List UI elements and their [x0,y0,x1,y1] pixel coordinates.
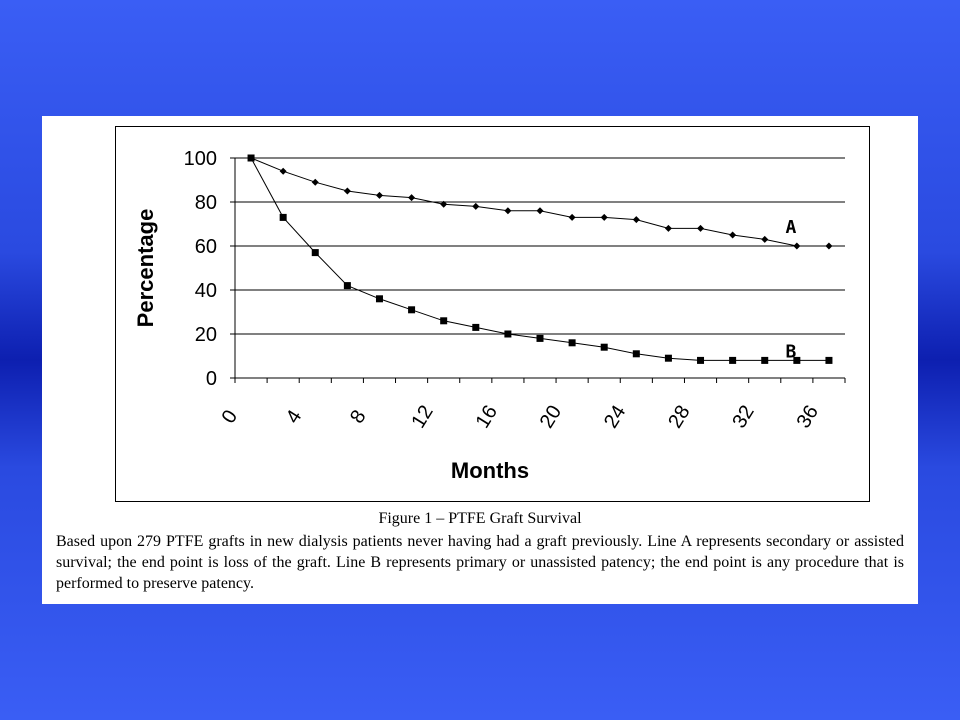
x-tick-label: 12 [407,402,437,433]
series-b-label: B [786,341,797,362]
chart-frame [115,126,870,502]
series-b-point [408,306,416,314]
x-axis-title: Months [451,458,529,483]
series-a-point [632,216,640,224]
series-a-point [472,202,480,210]
series-a-point [536,207,544,215]
series-b-point [472,323,480,331]
y-tick-label: 40 [195,280,217,302]
x-tick-label: 16 [472,402,502,433]
x-tick-label: 8 [346,406,371,427]
series-b-point [568,339,576,347]
series-b-point [793,356,801,364]
series-a-point [504,207,512,215]
series-b-point [825,356,833,364]
series-a-point [729,231,737,239]
series-a-point [664,224,672,232]
y-tick-label: 20 [195,324,217,346]
series-b-point [504,330,512,338]
series-b-point [697,356,705,364]
series-b-point [761,356,769,364]
x-tick-label: 4 [282,406,307,427]
series-b-point [729,356,737,364]
series-a-point [440,200,448,208]
series-b-point [247,154,255,162]
series-a-point [825,242,833,250]
y-axis-title: Percentage [133,209,158,328]
chart: 0 20 40 60 80 100 0 4 8 12 16 20 24 28 32 36 Percentage M… [133,148,846,483]
series-a-point [761,235,769,243]
series-b-point [536,334,544,342]
figure-caption: Figure 1 – PTFE Graft Survival [378,510,582,527]
figure-description: Based upon 279 PTFE grafts in new dialys… [56,533,904,592]
y-tick-label: 80 [195,192,217,214]
series-a-point [343,187,351,195]
series-b-point [311,249,319,257]
series-b-point [279,213,287,221]
x-tick-label: 32 [728,402,758,433]
x-tick-label: 36 [793,402,823,433]
y-tick-label: 60 [195,236,217,258]
series-a-point [375,191,383,199]
series-a-label: A [786,217,797,238]
series-b-point [600,343,608,351]
series-b-point [664,354,672,362]
series-a-point [793,242,801,250]
series-b-point [343,282,351,290]
y-tick-label: 0 [206,368,217,390]
series-b-point [375,295,383,303]
x-tick-label: 0 [218,406,243,427]
series-a-point [408,194,416,202]
x-tick-label: 24 [600,402,630,433]
y-tick-label: 100 [184,148,217,170]
slide-panel: 0 20 40 60 80 100 0 4 8 12 16 20 24 28 32 36 Percentage M… [42,116,918,604]
x-tick-label: 20 [536,402,566,433]
series-b-point [440,317,448,325]
series-a-point [697,224,705,232]
x-tick-label: 28 [664,402,694,433]
series-b-point [632,350,640,358]
series-a-point [311,178,319,186]
series-a-point [568,213,576,221]
series-a-point [279,167,287,175]
series-a-point [600,213,608,221]
